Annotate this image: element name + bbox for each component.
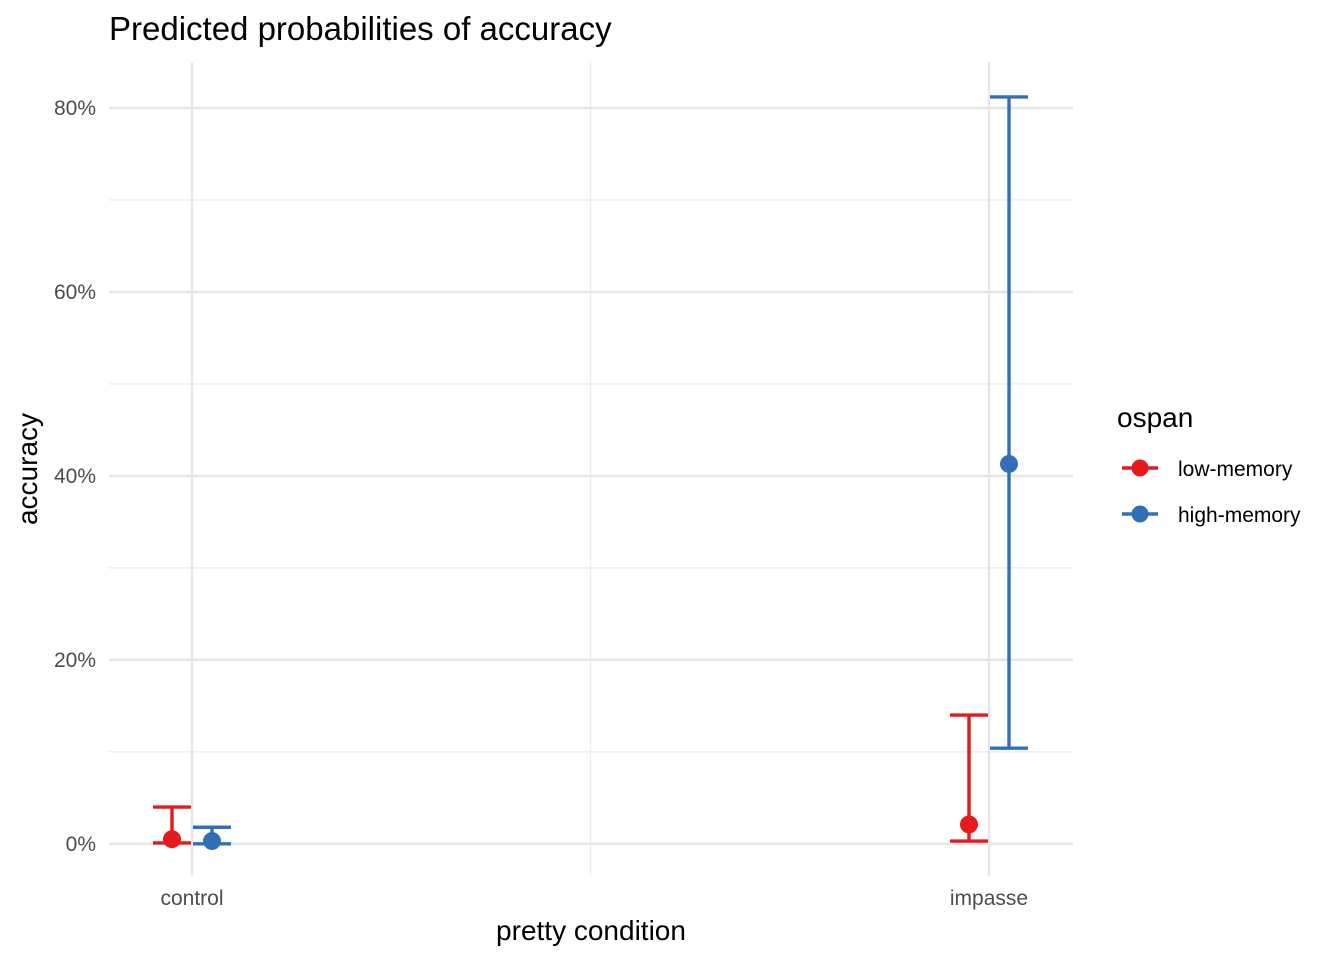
x-tick-label: impasse bbox=[950, 887, 1028, 910]
legend-label: high-memory bbox=[1178, 504, 1301, 527]
point-high-memory-impasse bbox=[1000, 454, 1018, 473]
data-series bbox=[153, 95, 1028, 851]
point-low-memory-control bbox=[163, 830, 181, 849]
y-tick-label: 0% bbox=[66, 833, 96, 856]
legend-title: ospan bbox=[1117, 402, 1193, 433]
point-high-memory-control bbox=[203, 832, 221, 851]
series-high-memory bbox=[193, 95, 1028, 851]
y-tick-label: 40% bbox=[54, 465, 96, 488]
chart-title: Predicted probabilities of accuracy bbox=[109, 10, 612, 47]
legend-key-point bbox=[1131, 505, 1149, 523]
legend: ospan low-memory high-memory bbox=[1117, 402, 1301, 527]
x-axis-title: pretty condition bbox=[496, 915, 686, 946]
y-axis-title: accuracy bbox=[12, 413, 43, 525]
series-low-memory bbox=[153, 713, 988, 849]
y-tick-label: 20% bbox=[54, 649, 96, 672]
point-low-memory-impasse bbox=[960, 815, 978, 834]
grid bbox=[109, 62, 1073, 876]
y-axis-ticks: 0% 20% 40% 60% 80% bbox=[54, 97, 96, 856]
x-axis-ticks: control impasse bbox=[160, 887, 1028, 910]
y-tick-label: 60% bbox=[54, 281, 96, 304]
x-tick-label: control bbox=[160, 887, 223, 910]
legend-item-low-memory: low-memory bbox=[1122, 458, 1293, 481]
legend-item-high-memory: high-memory bbox=[1122, 504, 1301, 527]
legend-key-point bbox=[1131, 459, 1149, 477]
legend-label: low-memory bbox=[1178, 458, 1293, 481]
y-tick-label: 80% bbox=[54, 97, 96, 120]
